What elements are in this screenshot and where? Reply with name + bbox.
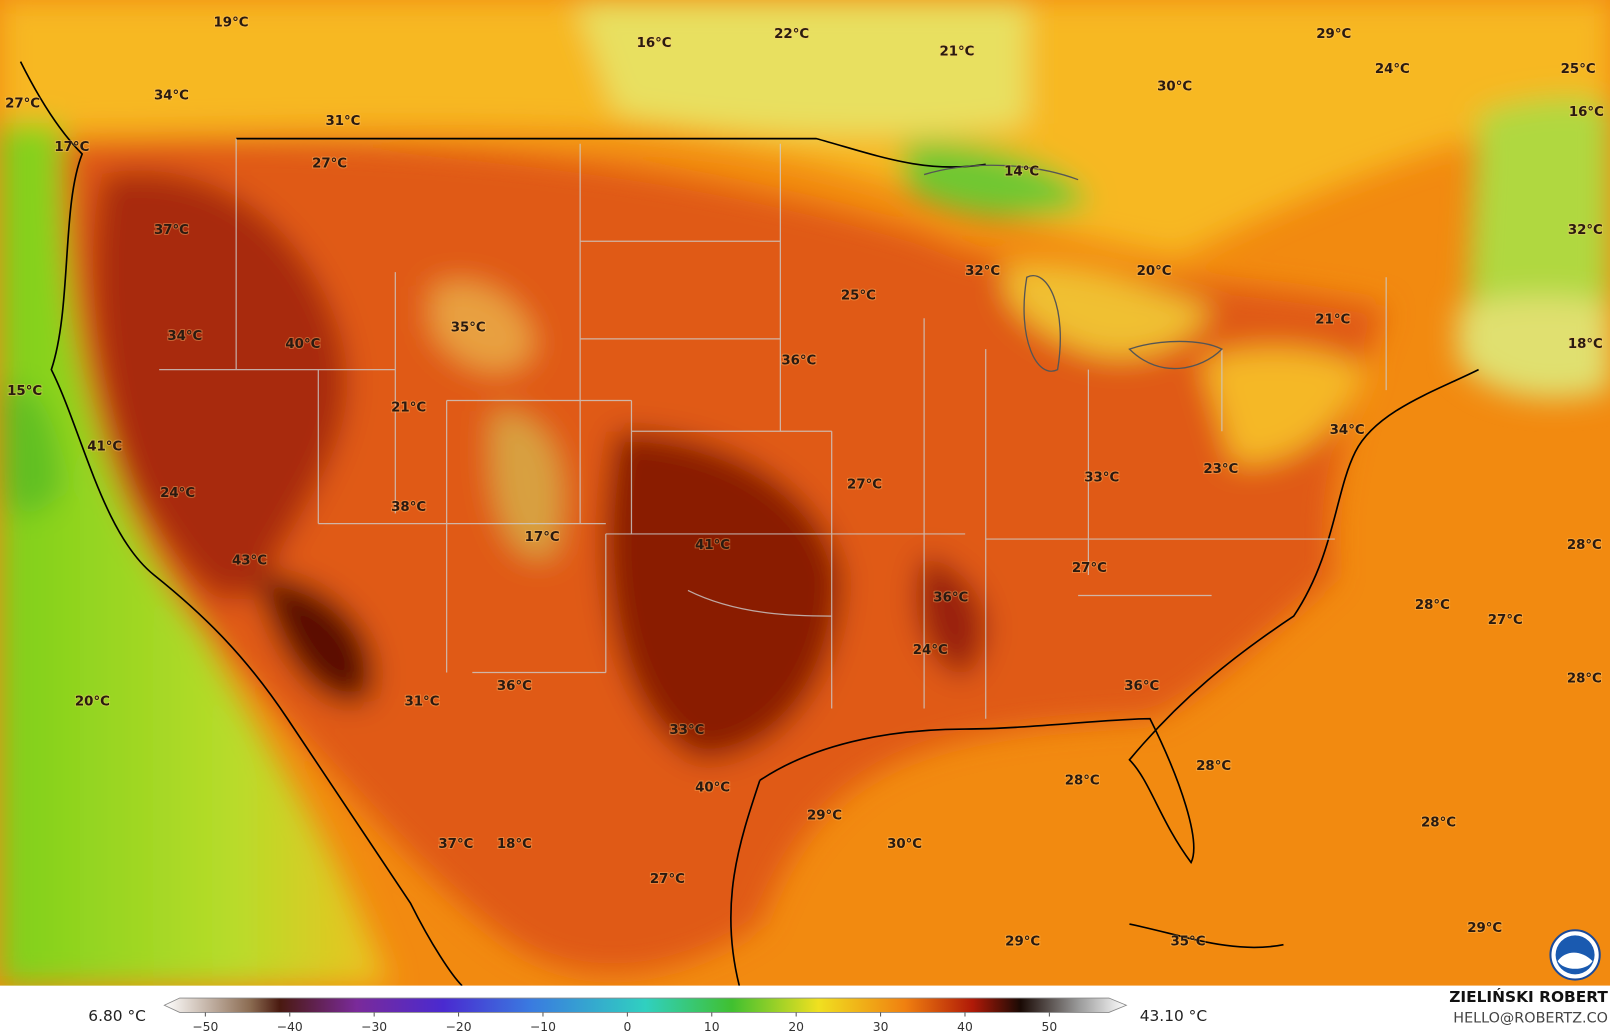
temperature-label: 28°C	[1567, 672, 1602, 687]
temperature-label: 36°C	[497, 679, 532, 694]
temperature-label: 31°C	[325, 114, 360, 129]
colorbar-tick-label: 50	[1042, 1020, 1058, 1034]
temperature-label: 28°C	[1567, 538, 1602, 553]
temperature-label: 15°C	[7, 384, 42, 399]
temperature-label: 24°C	[1375, 62, 1410, 77]
colorbar-tick-label: −20	[446, 1020, 472, 1034]
temperature-label: 27°C	[1488, 613, 1523, 628]
temperature-label: 41°C	[87, 440, 122, 455]
colorbar-tick-label: −40	[277, 1020, 303, 1034]
temperature-label: 40°C	[285, 337, 320, 352]
colorbar-tick-label: 40	[957, 1020, 973, 1034]
temperature-label: 18°C	[1568, 337, 1603, 352]
temperature-label: 30°C	[1157, 79, 1192, 94]
temperature-label: 29°C	[807, 808, 842, 823]
temperature-label: 24°C	[913, 643, 948, 658]
temperature-label: 43°C	[232, 554, 267, 569]
temperature-label: 17°C	[525, 530, 560, 545]
temperature-label: 20°C	[75, 694, 110, 709]
temperature-label: 25°C	[1561, 62, 1596, 77]
credit-email: HELLO@ROBERTZ.CO	[1453, 1011, 1608, 1027]
temperature-label: 36°C	[1124, 679, 1159, 694]
colorbar-tick-label: −30	[361, 1020, 387, 1034]
colorbar-tick-label: −50	[192, 1020, 218, 1034]
temperature-label: 35°C	[451, 321, 486, 336]
temperature-label: 28°C	[1065, 773, 1100, 788]
temperature-label: 27°C	[5, 97, 40, 112]
colorbar	[163, 997, 1128, 1013]
temperature-label: 19°C	[214, 16, 249, 31]
temperature-label: 33°C	[669, 723, 704, 738]
temperature-labels: 19°C 16°C 22°C 21°C 29°C 24°C 25°C 27°C 34°C 31°C…	[4, 15, 1605, 951]
temperature-label: 27°C	[650, 872, 685, 887]
temperature-label: 41°C	[695, 538, 730, 553]
colorbar-ticks: −50 −40 −30 −20 −10 0 10 20 30 40 50	[192, 1012, 1058, 1034]
temperature-label: 20°C	[1137, 264, 1172, 279]
colorbar-tick-label: 20	[788, 1020, 804, 1034]
temperature-label: 14°C	[1004, 164, 1039, 179]
temperature-label: 21°C	[939, 44, 974, 59]
temperature-label: 29°C	[1467, 921, 1502, 936]
state-borders	[159, 138, 1387, 719]
temperature-label: 18°C	[497, 837, 532, 852]
temperature-label: 16°C	[1569, 105, 1604, 120]
temperature-label: 17°C	[54, 140, 89, 155]
great-lakes	[923, 164, 1224, 372]
temperature-label: 24°C	[160, 486, 195, 501]
legend-bar: 6.80 °C 43.10 °C ZIELIŃSKI ROBERT HELLO@…	[0, 985, 1610, 1035]
temperature-label: 23°C	[1203, 462, 1238, 477]
temperature-label: 32°C	[965, 264, 1000, 279]
temperature-label: 27°C	[1072, 561, 1107, 576]
min-label: 6.80 °C	[88, 1007, 146, 1025]
colorbar-tick-label: −10	[530, 1020, 556, 1034]
temperature-label: 37°C	[154, 223, 189, 238]
noaa-logo	[1549, 929, 1601, 981]
colorbar-tick-label: 30	[873, 1020, 889, 1034]
temperature-label: 25°C	[841, 289, 876, 304]
temperature-label: 27°C	[847, 478, 882, 493]
temperature-label: 36°C	[933, 591, 968, 606]
temperature-field	[0, 0, 1610, 986]
temperature-label: 27°C	[312, 156, 347, 171]
temperature-label: 21°C	[1315, 312, 1350, 327]
temperature-label: 34°C	[1330, 423, 1365, 438]
temperature-label: 16°C	[637, 36, 672, 51]
max-label: 43.10 °C	[1140, 1007, 1207, 1025]
colorbar-tick-label: 10	[704, 1020, 720, 1034]
temperature-label: 28°C	[1421, 815, 1456, 830]
temperature-label: 35°C	[1170, 935, 1205, 950]
temperature-label: 34°C	[154, 88, 189, 103]
credit-name: ZIELIŃSKI ROBERT	[1449, 987, 1608, 1006]
temperature-label: 30°C	[887, 837, 922, 852]
temperature-label: 32°C	[1568, 223, 1603, 238]
colorbar-tick-label: 0	[623, 1020, 631, 1034]
temperature-label: 28°C	[1196, 759, 1231, 774]
temperature-label: 31°C	[405, 694, 440, 709]
map-area: 19°C 16°C 22°C 21°C 29°C 24°C 25°C 27°C 34°C 31°C…	[0, 0, 1610, 987]
temperature-label: 29°C	[1005, 935, 1040, 950]
temperature-label: 34°C	[167, 329, 202, 344]
temperature-label: 33°C	[1084, 470, 1119, 485]
temperature-label: 28°C	[1415, 598, 1450, 613]
temperature-label: 38°C	[391, 500, 426, 515]
temperature-label: 29°C	[1316, 27, 1351, 42]
temperature-label: 36°C	[781, 353, 816, 368]
temperature-label: 40°C	[695, 781, 730, 796]
temperature-label: 22°C	[774, 27, 809, 42]
temperature-label: 37°C	[438, 837, 473, 852]
temperature-label: 21°C	[391, 401, 426, 416]
